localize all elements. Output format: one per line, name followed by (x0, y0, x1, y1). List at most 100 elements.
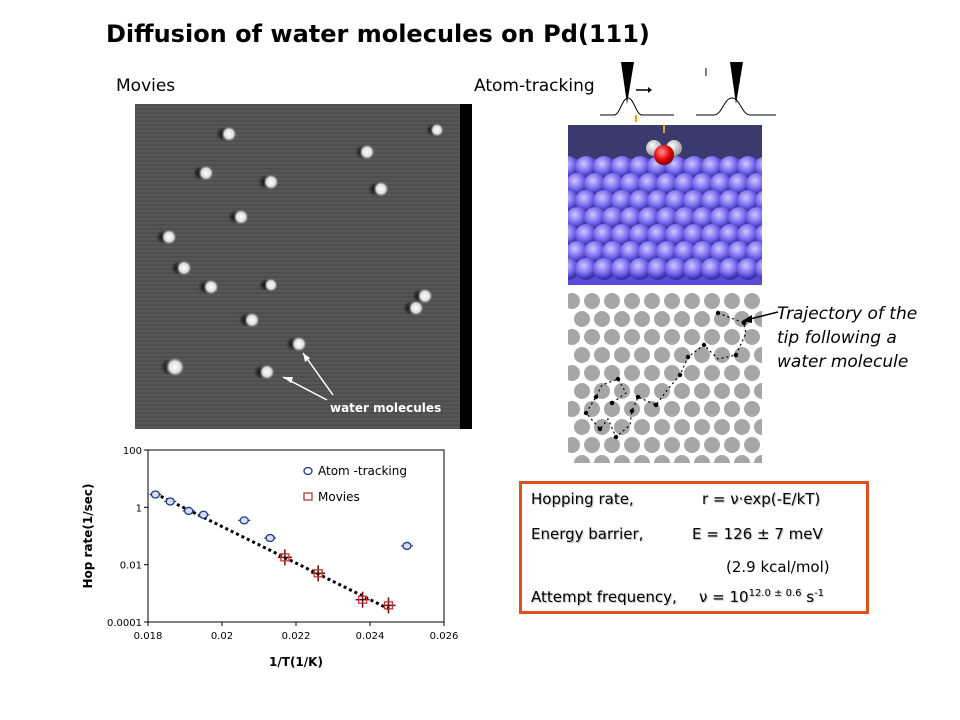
lattice-atom (724, 365, 740, 381)
trajectory-caption: Trajectory of the tip following a water … (777, 302, 947, 374)
hopping-rate-label: Hopping rate, (531, 490, 634, 508)
trajectory-point (629, 408, 635, 414)
lattice-atom (734, 383, 750, 399)
lattice-atom (624, 365, 640, 381)
pd-atom (710, 207, 732, 229)
atom-tracking-point (239, 516, 249, 525)
y-tick-label: 0.0001 (107, 618, 142, 629)
trajectory-point (615, 376, 621, 382)
trajectory-point (715, 310, 721, 316)
y-tick-label: 100 (123, 446, 142, 457)
lattice-atom (634, 455, 650, 463)
lattice-atom (594, 455, 610, 463)
lattice-atom (704, 329, 720, 345)
pd-atom (568, 258, 579, 280)
trajectory-point (609, 400, 615, 406)
pd-atom (568, 207, 588, 229)
lattice-atom (714, 419, 730, 435)
atom-tracking-point (150, 490, 161, 499)
pd-atom (647, 258, 669, 280)
pd-atom (584, 207, 606, 229)
pd-atom (719, 224, 741, 246)
legend: Atom -tracking Movies (303, 464, 407, 504)
pd-atom (701, 258, 723, 280)
trajectory-point (583, 410, 589, 416)
trajectory-point (685, 354, 691, 360)
lattice-atom (744, 437, 760, 453)
x-axis-label: 1/T(1/K) (269, 655, 323, 669)
lattice-atom (714, 347, 730, 363)
pd-atom (593, 224, 615, 246)
pd-atom (719, 258, 741, 280)
x-tick-label: 0.022 (282, 631, 311, 642)
pd-atom (719, 190, 741, 212)
lattice-atom (614, 383, 630, 399)
pd-atom (629, 224, 651, 246)
trajectory-image (568, 293, 762, 463)
atom-tracking-point (265, 533, 275, 543)
trajectory-point (635, 394, 641, 400)
lattice-atom (584, 437, 600, 453)
pd-atom (683, 258, 705, 280)
oxygen-atom (654, 145, 674, 165)
pd-atom (665, 190, 687, 212)
pd-atom (647, 190, 669, 212)
lattice-atom (704, 293, 720, 309)
lattice-atom (574, 455, 590, 463)
pd-atom (584, 241, 606, 263)
pd-atom (638, 241, 660, 263)
trajectory-pointer-arrow (742, 311, 779, 323)
lattice-atom (594, 347, 610, 363)
lattice-atom (594, 311, 610, 327)
lattice-atom (714, 383, 730, 399)
pd-atom (611, 224, 633, 246)
x-axis-ticks: 0.018 0.02 0.022 0.024 0.026 (134, 622, 458, 642)
pd-atom (755, 190, 762, 212)
pd-atom (665, 258, 687, 280)
lattice-atom (674, 311, 690, 327)
pd-atom (568, 173, 588, 195)
lattice-atom (734, 455, 750, 463)
tip-left-icon (621, 62, 634, 104)
pd-atom (620, 207, 642, 229)
lattice-atom (574, 347, 590, 363)
trajectory-points (583, 310, 747, 440)
pd-atom (665, 224, 687, 246)
lattice-atom (644, 329, 660, 345)
lattice-atom (704, 401, 720, 417)
pd-atom (656, 173, 678, 195)
pd-atom (656, 241, 678, 263)
trajectory-point (593, 394, 599, 400)
lattice-atom (674, 419, 690, 435)
tip-right-icon (730, 62, 743, 104)
lattice-atom (654, 311, 670, 327)
pd-atom (638, 173, 660, 195)
lattice-atom (664, 401, 680, 417)
lattice-atom (684, 437, 700, 453)
lattice-atom (744, 329, 760, 345)
pd-atom (755, 156, 762, 178)
pd-atom (719, 156, 741, 178)
lattice-atom (744, 401, 760, 417)
pd-atom (737, 224, 759, 246)
lattice-atom (694, 419, 710, 435)
pd-atom (593, 258, 615, 280)
pd-atom (575, 224, 597, 246)
pd-atom (575, 190, 597, 212)
trajectory-caption-line-2: tip following a (777, 328, 897, 348)
pd-atom (737, 258, 759, 280)
legend-movies-marker (303, 492, 313, 501)
trajectory-point (613, 434, 619, 440)
pd-atom (674, 173, 696, 195)
pointer-arrow-1 (302, 352, 334, 396)
lattice-atom (724, 293, 740, 309)
lattice-atom (614, 455, 630, 463)
lattice-atom (684, 329, 700, 345)
pd-atom (746, 241, 762, 263)
pd-atom (656, 207, 678, 229)
y-axis-ticks: 0.0001 0.01 1 100 (107, 446, 148, 629)
pd-atom (593, 156, 615, 178)
pd-atom (568, 241, 588, 263)
y-tick-label: 0.01 (120, 561, 142, 572)
atom-tracking-point (184, 506, 194, 516)
